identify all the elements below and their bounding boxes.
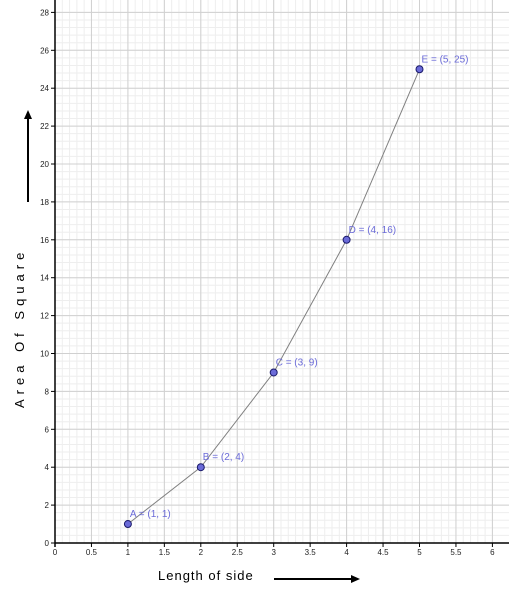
x-tick-label: 5.5 bbox=[450, 548, 462, 557]
x-axis-arrow-icon bbox=[274, 575, 360, 583]
x-tick-label: 2 bbox=[199, 548, 204, 557]
data-points bbox=[123, 65, 424, 529]
y-tick-label: 8 bbox=[45, 387, 50, 396]
tick-labels: 0 0.5 1 1.5 2 2.5 3 3.5 4 4.5 5 5.5 6024681012141618… bbox=[40, 8, 495, 557]
y-tick-label: 26 bbox=[40, 46, 49, 55]
y-tick-label: 12 bbox=[40, 312, 49, 321]
y-axis-label-group: Area Of Square bbox=[12, 248, 27, 408]
y-tick-label: 10 bbox=[40, 350, 49, 359]
x-tick-label: 2.5 bbox=[232, 548, 244, 557]
point-label: E = (5, 25) bbox=[422, 54, 469, 65]
y-tick-label: 24 bbox=[40, 84, 49, 93]
y-tick-label: 18 bbox=[40, 198, 49, 207]
point-label: C = (3, 9) bbox=[276, 357, 318, 368]
data-point bbox=[196, 463, 205, 472]
point-label: B = (2, 4) bbox=[203, 452, 244, 463]
point-label: A = (1, 1) bbox=[130, 509, 171, 520]
x-tick-label: 1 bbox=[126, 548, 131, 557]
x-tick-label: 4 bbox=[344, 548, 349, 557]
axes bbox=[51, 0, 509, 547]
data-point bbox=[342, 235, 351, 244]
y-tick-label: 6 bbox=[45, 425, 50, 434]
data-point bbox=[415, 65, 424, 74]
x-tick-label: 4.5 bbox=[377, 548, 389, 557]
x-tick-label: 3.5 bbox=[305, 548, 317, 557]
x-tick-label: 1.5 bbox=[159, 548, 171, 557]
x-tick-label: 6 bbox=[490, 548, 495, 557]
point-label: D = (4, 16) bbox=[349, 225, 397, 236]
x-axis-label: Length of side bbox=[158, 568, 254, 583]
x-tick-label: 0 bbox=[53, 548, 58, 557]
y-tick-label: 4 bbox=[45, 463, 50, 472]
y-axis-arrow-icon bbox=[24, 110, 32, 202]
minor-gridlines bbox=[54, 0, 509, 544]
x-tick-label: 5 bbox=[417, 548, 422, 557]
y-tick-label: 2 bbox=[45, 501, 50, 510]
y-tick-label: 28 bbox=[40, 8, 49, 17]
y-tick-label: 22 bbox=[40, 122, 49, 131]
data-point bbox=[123, 520, 132, 529]
point-labels: A = (1, 1) B = (2, 4) C = (3, 9) D = (4, 16… bbox=[130, 54, 469, 520]
y-tick-label: 16 bbox=[40, 236, 49, 245]
y-tick-label: 20 bbox=[40, 160, 49, 169]
y-tick-label: 14 bbox=[40, 274, 49, 283]
data-point bbox=[269, 368, 278, 377]
x-tick-label: 0.5 bbox=[86, 548, 98, 557]
y-axis-label: Area Of Square bbox=[12, 248, 27, 408]
y-tick-label: 0 bbox=[45, 539, 50, 548]
x-tick-label: 3 bbox=[271, 548, 276, 557]
